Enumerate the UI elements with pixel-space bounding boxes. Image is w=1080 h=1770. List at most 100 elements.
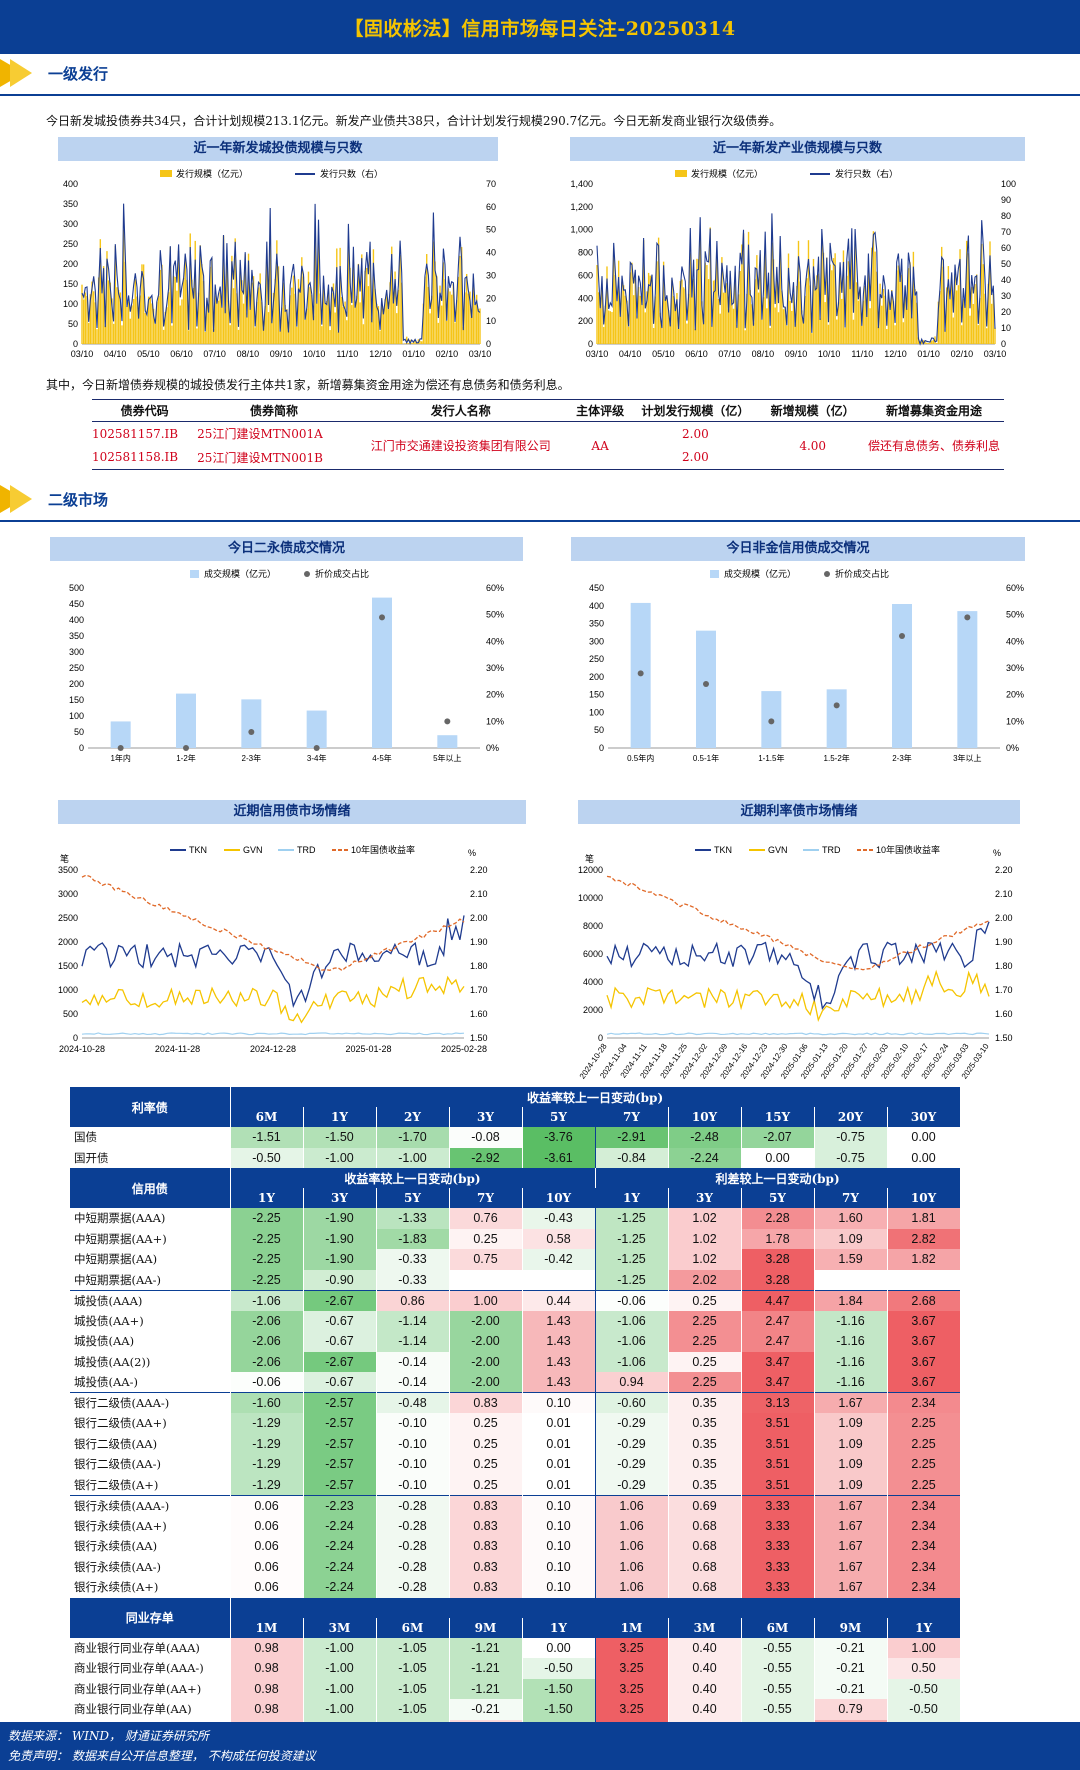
issuance-bar [776, 277, 778, 344]
heat-cell: 0.40 [668, 1658, 742, 1679]
x-tick-label: 05/10 [137, 349, 160, 359]
issuance-count-line [81, 203, 481, 345]
y-tick-label: 200 [63, 259, 78, 269]
x-tick-label: 02/10 [436, 349, 459, 359]
issuance-bar [689, 253, 691, 344]
issuance-bar [232, 288, 235, 344]
issuance-bar [172, 275, 175, 344]
row-label: 商业银行同业存单(AA+) [70, 1678, 231, 1699]
heat-cell: 0.83 [449, 1556, 523, 1577]
y2-tick-label: 0 [486, 339, 491, 349]
issuance-bar [479, 308, 481, 344]
row-label: 银行永续债(AAA-) [70, 1494, 231, 1516]
tenor-header: 1M [595, 1617, 669, 1638]
issuance-bar [777, 312, 780, 344]
issuance-bar [399, 254, 401, 344]
heat-cell: -2.57 [303, 1454, 377, 1475]
issuance-bar [412, 342, 415, 344]
issuance-bar [667, 310, 670, 344]
y2-tick-label: 10% [486, 716, 504, 726]
tenor-header: 7Y [595, 1107, 669, 1127]
issuance-bar [796, 285, 798, 344]
issuance-bar [766, 308, 768, 344]
issuance-bar [92, 291, 95, 344]
issuance-bar [184, 258, 186, 344]
footer: 数据来源： WIND， 财通证券研究所 免责声明： 数据来自公开信息整理， 不构… [0, 1722, 1080, 1770]
issuance-bar [831, 270, 833, 344]
issuance-bar [844, 327, 846, 344]
heat-cell: -2.24 [303, 1515, 377, 1536]
heat-cell: -0.50 [522, 1658, 596, 1679]
issuance-bar [179, 305, 181, 344]
issuance-bar [457, 276, 460, 344]
issuance-bar [192, 288, 195, 344]
issuance-bar [854, 241, 856, 344]
heat-cell: -1.16 [814, 1351, 888, 1372]
y-tick-label: 500 [63, 1009, 78, 1019]
volume-bar [306, 710, 327, 748]
issuance-bar [317, 243, 320, 344]
y-tick-label: 400 [69, 615, 84, 625]
issuance-bar [467, 293, 470, 344]
volume-bar [892, 604, 912, 748]
heat-cell: 0.35 [668, 1433, 742, 1454]
y2-tick-label: 70 [486, 179, 496, 189]
issuance-bar [927, 343, 930, 344]
heat-cell: -2.25 [230, 1249, 304, 1270]
issuance-bar [979, 297, 981, 344]
issuance-bar [631, 262, 633, 344]
cgb-10y-yield-line [81, 874, 465, 972]
heat-cell: 0.10 [522, 1556, 596, 1577]
issuance-bar [742, 233, 745, 344]
tenor-header: 3Y [668, 1188, 742, 1208]
issuance-bar [302, 276, 305, 344]
y-tick-label: 200 [578, 316, 593, 326]
issuance-bar [899, 279, 901, 344]
issuance-bar [439, 285, 441, 344]
issuance-bar [279, 331, 281, 344]
issuance-bar [384, 299, 386, 344]
issuance-bar [816, 275, 818, 344]
heat-cell: -0.75 [814, 1127, 888, 1148]
tenor-header: 1Y [303, 1107, 377, 1127]
heat-cell: -1.06 [595, 1331, 669, 1352]
y2-tick-label: 40 [1001, 275, 1011, 285]
heat-cell [887, 1269, 961, 1290]
issuance-bar [769, 327, 771, 344]
volume-bar [437, 735, 458, 748]
heat-cell: 1.43 [522, 1310, 596, 1331]
heat-cell: 3.33 [741, 1536, 815, 1557]
issuance-bar [352, 262, 355, 344]
tenor-header: 10Y [668, 1107, 742, 1127]
issuance-bar [336, 248, 338, 344]
issuance-bar [281, 307, 283, 344]
heat-cell: 3.33 [741, 1577, 815, 1598]
issuance-bar [455, 300, 458, 344]
issuance-bar [684, 288, 686, 344]
issuance-bar [326, 300, 328, 344]
row-label: 国债 [70, 1127, 231, 1148]
issuance-bar [282, 282, 285, 344]
heat-cell: -1.00 [376, 1147, 450, 1168]
issuance-bar [621, 282, 623, 344]
row-label: 城投债(AA) [70, 1331, 231, 1352]
issuance-bar [711, 325, 713, 344]
row-label: 银行二级债(A+) [70, 1474, 231, 1495]
heat-cell: -1.00 [303, 1658, 377, 1679]
heat-cell: -0.90 [303, 1269, 377, 1290]
y-tick-label: 3500 [58, 865, 78, 875]
y2-tick-label: 0% [1006, 743, 1019, 753]
issuance-bar [597, 292, 600, 344]
legend-label: 折价成交占比 [835, 568, 889, 579]
issuance-bar [221, 307, 223, 344]
issuance-bar [86, 296, 88, 344]
issuance-bar [174, 276, 176, 344]
issuance-bar [247, 253, 250, 344]
issuance-bar [962, 299, 965, 344]
y2-tick-label: 50 [1001, 259, 1011, 269]
issuance-bar [109, 282, 112, 344]
heat-cell: 0.00 [887, 1127, 961, 1148]
issuance-bar [276, 240, 278, 344]
heat-cell: -0.14 [376, 1372, 450, 1393]
issuance-bar [469, 291, 471, 344]
